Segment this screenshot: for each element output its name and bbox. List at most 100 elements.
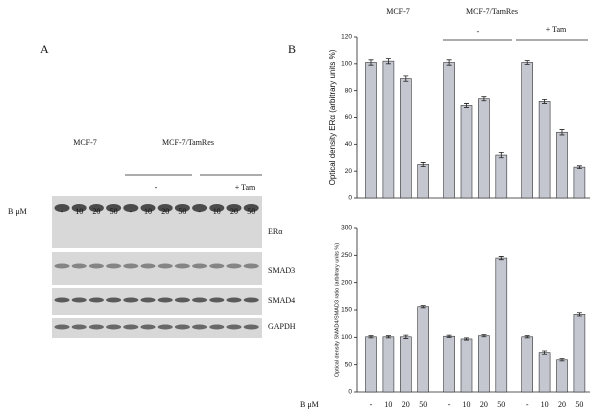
error-bar bbox=[559, 129, 565, 136]
band bbox=[226, 263, 242, 269]
band bbox=[174, 204, 190, 212]
band bbox=[140, 263, 156, 269]
band bbox=[209, 263, 225, 269]
band bbox=[54, 297, 70, 303]
lane-label: 50 bbox=[178, 207, 186, 216]
bar bbox=[521, 336, 534, 393]
band bbox=[192, 297, 208, 303]
band bbox=[226, 204, 242, 212]
band bbox=[243, 204, 259, 212]
bar bbox=[538, 352, 551, 393]
error-bar bbox=[498, 151, 504, 159]
x-tick-label: - bbox=[448, 400, 451, 409]
band bbox=[106, 324, 122, 330]
band bbox=[123, 297, 139, 303]
x-tick-label: 10 bbox=[384, 400, 392, 409]
error-bar bbox=[576, 312, 582, 317]
band bbox=[226, 324, 242, 330]
band bbox=[209, 297, 225, 303]
bar bbox=[382, 336, 395, 393]
bar bbox=[460, 338, 473, 393]
error-bar bbox=[542, 98, 548, 104]
band bbox=[140, 204, 156, 212]
lane-label: 20 bbox=[230, 207, 238, 216]
error-bar bbox=[446, 334, 452, 338]
band bbox=[88, 297, 104, 303]
lane-label: 20 bbox=[161, 207, 169, 216]
error-bar bbox=[576, 165, 582, 169]
bar bbox=[443, 62, 455, 199]
group-label: MCF-7/TamRes bbox=[162, 138, 214, 147]
bar bbox=[417, 164, 430, 199]
lane-label: 50 bbox=[110, 207, 118, 216]
y-axis-label: Optical density ERα (arbitrary units %) bbox=[328, 49, 337, 185]
band bbox=[243, 263, 259, 269]
band bbox=[174, 297, 190, 303]
blot-strip bbox=[52, 252, 262, 285]
row-label: ERα bbox=[268, 227, 283, 236]
lane-label: - bbox=[61, 207, 64, 216]
group-label: MCF-7 bbox=[73, 138, 97, 147]
error-bar bbox=[498, 256, 504, 261]
blot bbox=[52, 196, 262, 338]
error-bar bbox=[368, 59, 374, 66]
band bbox=[209, 324, 225, 330]
bar bbox=[399, 336, 412, 393]
error-bar bbox=[446, 59, 452, 66]
x-tick-label: 50 bbox=[575, 400, 583, 409]
y-tick-label: 150 bbox=[341, 307, 352, 314]
error-bar bbox=[524, 335, 530, 339]
y-tick-label: 100 bbox=[341, 61, 352, 68]
bar bbox=[365, 62, 377, 199]
band bbox=[88, 324, 104, 330]
axis-label: B μM bbox=[300, 400, 319, 409]
error-bar bbox=[385, 335, 391, 339]
group-label: MCF-7/TamRes bbox=[466, 7, 518, 16]
band bbox=[209, 204, 225, 212]
error-bar bbox=[420, 162, 426, 167]
y-tick-label: 100 bbox=[341, 334, 352, 341]
lane-label: - bbox=[129, 207, 132, 216]
x-tick-label: 20 bbox=[480, 400, 488, 409]
bar bbox=[365, 336, 377, 393]
group-label: MCF-7 bbox=[386, 7, 410, 16]
row-label: SMAD3 bbox=[268, 266, 295, 275]
band bbox=[71, 263, 87, 269]
panel-letter: A bbox=[40, 42, 49, 56]
error-bar bbox=[464, 337, 469, 341]
error-bar bbox=[464, 103, 469, 108]
error-bar bbox=[559, 358, 565, 362]
band bbox=[54, 263, 70, 269]
y-tick-label: 120 bbox=[341, 34, 352, 41]
error-bar bbox=[368, 335, 374, 339]
band bbox=[106, 204, 122, 212]
band bbox=[71, 204, 87, 212]
bar bbox=[556, 131, 568, 199]
band bbox=[140, 324, 156, 330]
bar bbox=[573, 166, 586, 199]
band bbox=[88, 263, 104, 269]
y-axis-label: Optical density SMAD4/SMAD3 ratio (arbit… bbox=[334, 243, 340, 377]
y-tick-label: 80 bbox=[345, 87, 353, 94]
y-tick-label: 250 bbox=[341, 252, 352, 259]
y-tick-label: 60 bbox=[345, 114, 353, 121]
error-bar bbox=[524, 60, 530, 65]
lane-label: 10 bbox=[213, 207, 221, 216]
band bbox=[157, 297, 173, 303]
y-tick-label: 0 bbox=[348, 389, 352, 396]
band bbox=[71, 324, 87, 330]
panel-letter: B bbox=[288, 42, 296, 56]
band bbox=[157, 204, 173, 212]
subgroup-label: - bbox=[155, 183, 158, 192]
error-bar bbox=[385, 58, 391, 65]
band bbox=[192, 204, 208, 212]
band bbox=[123, 324, 139, 330]
y-tick-label: 50 bbox=[345, 361, 353, 368]
bar bbox=[495, 257, 508, 393]
bar bbox=[573, 314, 586, 393]
x-tick-label: - bbox=[526, 400, 529, 409]
error-bar bbox=[542, 350, 548, 355]
band bbox=[192, 263, 208, 269]
y-tick-label: 20 bbox=[345, 168, 353, 175]
bar bbox=[478, 335, 490, 393]
